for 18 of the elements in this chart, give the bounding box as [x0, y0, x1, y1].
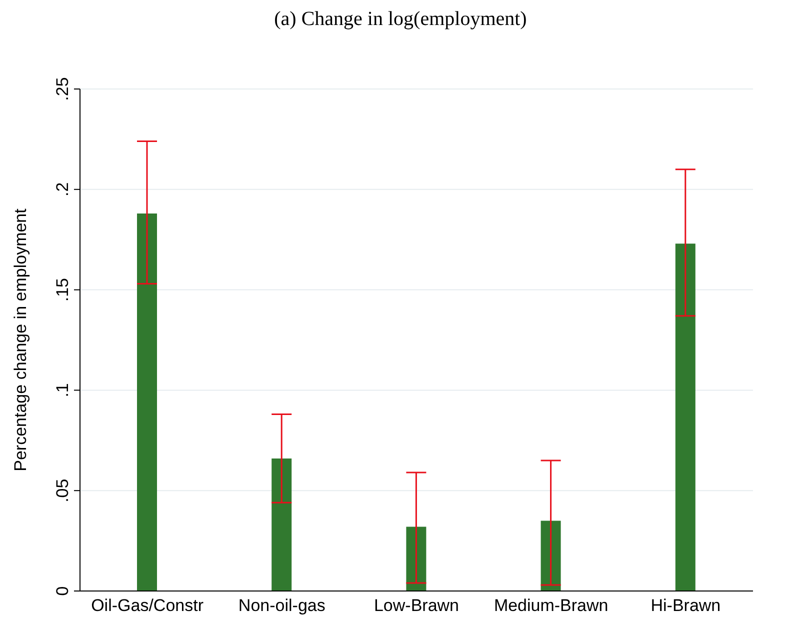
y-tick-label: 0 [53, 586, 72, 596]
bar [272, 458, 292, 591]
x-tick-label: Low-Brawn [374, 596, 460, 616]
x-tick-label: Hi-Brawn [650, 596, 721, 616]
x-tick-label: Medium-Brawn [494, 596, 608, 616]
y-axis-title: Percentage change in employment [11, 208, 30, 472]
y-tick-label: .1 [53, 383, 72, 398]
bar [540, 520, 561, 591]
bar [406, 526, 426, 591]
x-tick-label: Non-oil-gas [238, 596, 326, 616]
y-tick-label: .25 [53, 77, 72, 101]
bar [137, 213, 157, 591]
chart-title: (a) Change in log(employment) [273, 8, 528, 31]
x-tick-label: Oil-Gas/Constr [91, 596, 204, 616]
y-tick-label: .15 [53, 278, 72, 302]
y-tick-label: .2 [53, 182, 72, 196]
y-tick-label: .05 [53, 478, 72, 502]
bar [675, 244, 696, 591]
